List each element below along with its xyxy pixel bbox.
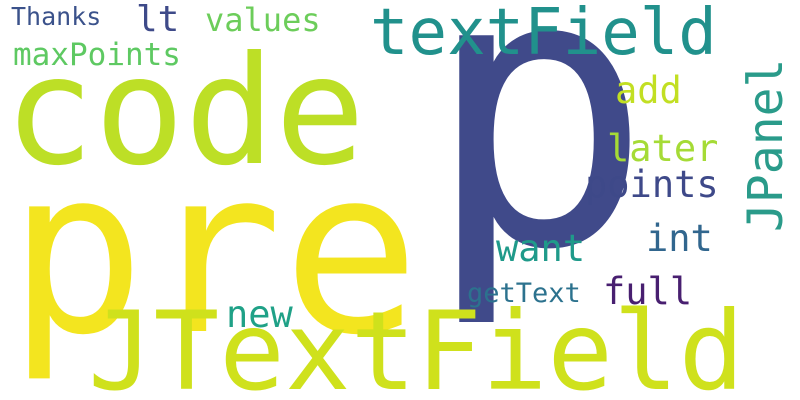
word-gettext: getText: [467, 278, 581, 309]
word-want: want: [496, 227, 586, 270]
word-values: values: [205, 1, 321, 39]
word-p: p: [424, 0, 653, 333]
word-points: points: [585, 163, 719, 206]
word-add: add: [615, 69, 682, 112]
word-thanks: Thanks: [11, 2, 102, 31]
word-code: code: [4, 25, 366, 199]
word-textfield: textField: [370, 0, 717, 70]
word-later: later: [607, 127, 719, 170]
word-jtextfield: JTextField: [88, 288, 745, 400]
word-jpanel: JPanel: [738, 58, 794, 232]
word-new: new: [226, 293, 293, 336]
word-lt: lt: [136, 0, 180, 40]
word-int: int: [646, 217, 713, 260]
word-full: full: [603, 270, 693, 313]
word-pre: pre: [8, 119, 420, 385]
word-maxpoints: maxPoints: [13, 37, 181, 73]
